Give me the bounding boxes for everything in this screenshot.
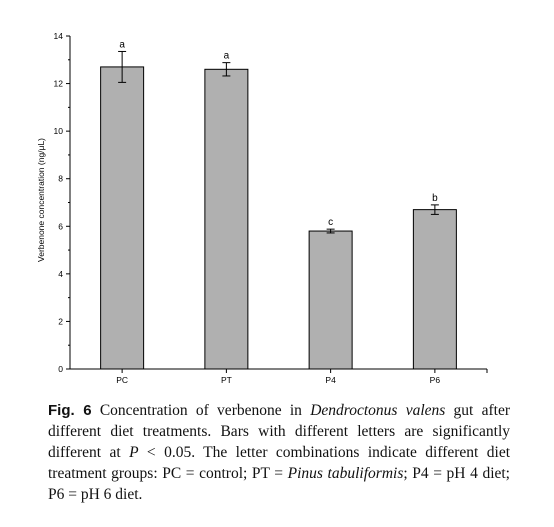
y-tick-label: 2 — [58, 316, 63, 326]
y-tick-label: 6 — [58, 221, 63, 231]
bar-PT — [204, 68, 249, 370]
caption-text-4: ; P4 = pH 4 diet; P6 = pH 6 diet. — [48, 465, 510, 503]
y-tick-label: 14 — [54, 31, 64, 41]
y-tick-label: 4 — [58, 269, 63, 279]
y-axis-label: Verbenone concentration (ng/μL) — [36, 138, 46, 262]
caption-p-symbol: P — [129, 444, 139, 461]
caption-plant: Pinus tabuliformis — [287, 465, 404, 482]
y-tick-label: 0 — [58, 364, 63, 374]
plot-area: 0 2 4 6 8 10 12 14 a PC a PT c P4 b P6 — [54, 31, 488, 385]
significance-letter: a — [224, 51, 230, 62]
x-tick-label: P4 — [325, 375, 336, 385]
x-tick-label: PT — [221, 375, 232, 385]
bar-chart: 0 2 4 6 8 10 12 14 a PC a PT c P4 b P6 Verbenone concen… — [36, 31, 488, 385]
significance-letter: c — [328, 217, 333, 228]
bar-P6 — [412, 209, 457, 370]
y-tick-label: 10 — [54, 126, 64, 136]
caption-text-3: < 0.05. The letter combinations indicate… — [48, 444, 510, 482]
caption-species: Dendroctonus valens — [310, 402, 446, 419]
caption-label: Fig. 6 — [48, 402, 92, 419]
caption-text-2: gut after different diet treatments. Bar… — [48, 402, 511, 461]
y-tick-label: 8 — [58, 174, 63, 184]
significance-letter: a — [119, 39, 125, 50]
bar-P4 — [308, 230, 353, 370]
x-tick-label: P6 — [430, 375, 441, 385]
caption-text-1: Concentration of verbenone in — [99, 402, 311, 419]
significance-letter: b — [432, 193, 438, 204]
bar-PC — [100, 66, 145, 370]
x-tick-label: PC — [116, 375, 128, 385]
figure-caption: Fig. 6 Concentration of verbenone in Den… — [48, 400, 510, 505]
y-tick-label: 12 — [54, 79, 64, 89]
